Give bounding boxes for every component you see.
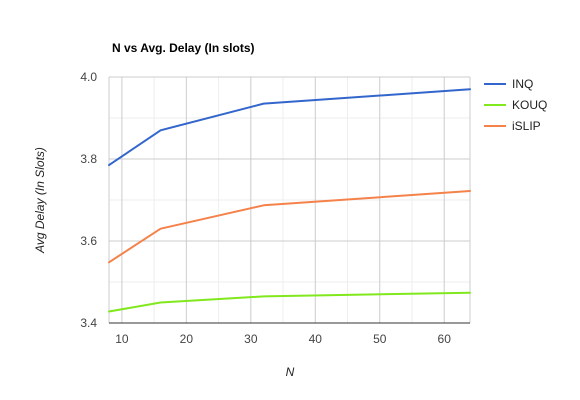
y-tick-label: 3.6 — [80, 234, 97, 248]
y-tick-label: 4.0 — [80, 70, 97, 84]
axes — [108, 77, 471, 324]
y-tick-label: 3.4 — [80, 316, 97, 330]
chart-title: N vs Avg. Delay (In slots) — [112, 41, 254, 55]
series-layer — [108, 88, 471, 313]
y-axis-title: Avg Delay (In Slots) — [33, 147, 47, 254]
tick-labels: 10 20 30 40 50 60 3.4 3.6 3.8 4.0 — [80, 70, 451, 346]
x-tick-label: 50 — [373, 332, 387, 346]
x-tick-label: 10 — [115, 332, 129, 346]
x-tick-label: 30 — [244, 332, 258, 346]
x-tick-label: 20 — [180, 332, 194, 346]
x-tick-label: 40 — [309, 332, 323, 346]
legend-label-inq: INQ — [512, 77, 533, 91]
x-axis-title: N — [286, 365, 295, 379]
legend: INQ KOUQ iSLIP — [484, 77, 547, 133]
legend-label-kouq: KOUQ — [512, 98, 547, 112]
series-line-kouq — [108, 291, 471, 313]
y-tick-label: 3.8 — [80, 152, 97, 166]
legend-label-islip: iSLIP — [512, 119, 541, 133]
grid — [109, 76, 470, 323]
x-tick-label: 60 — [438, 332, 452, 346]
series-line-inq — [108, 88, 471, 167]
series-line-islip — [108, 190, 471, 264]
